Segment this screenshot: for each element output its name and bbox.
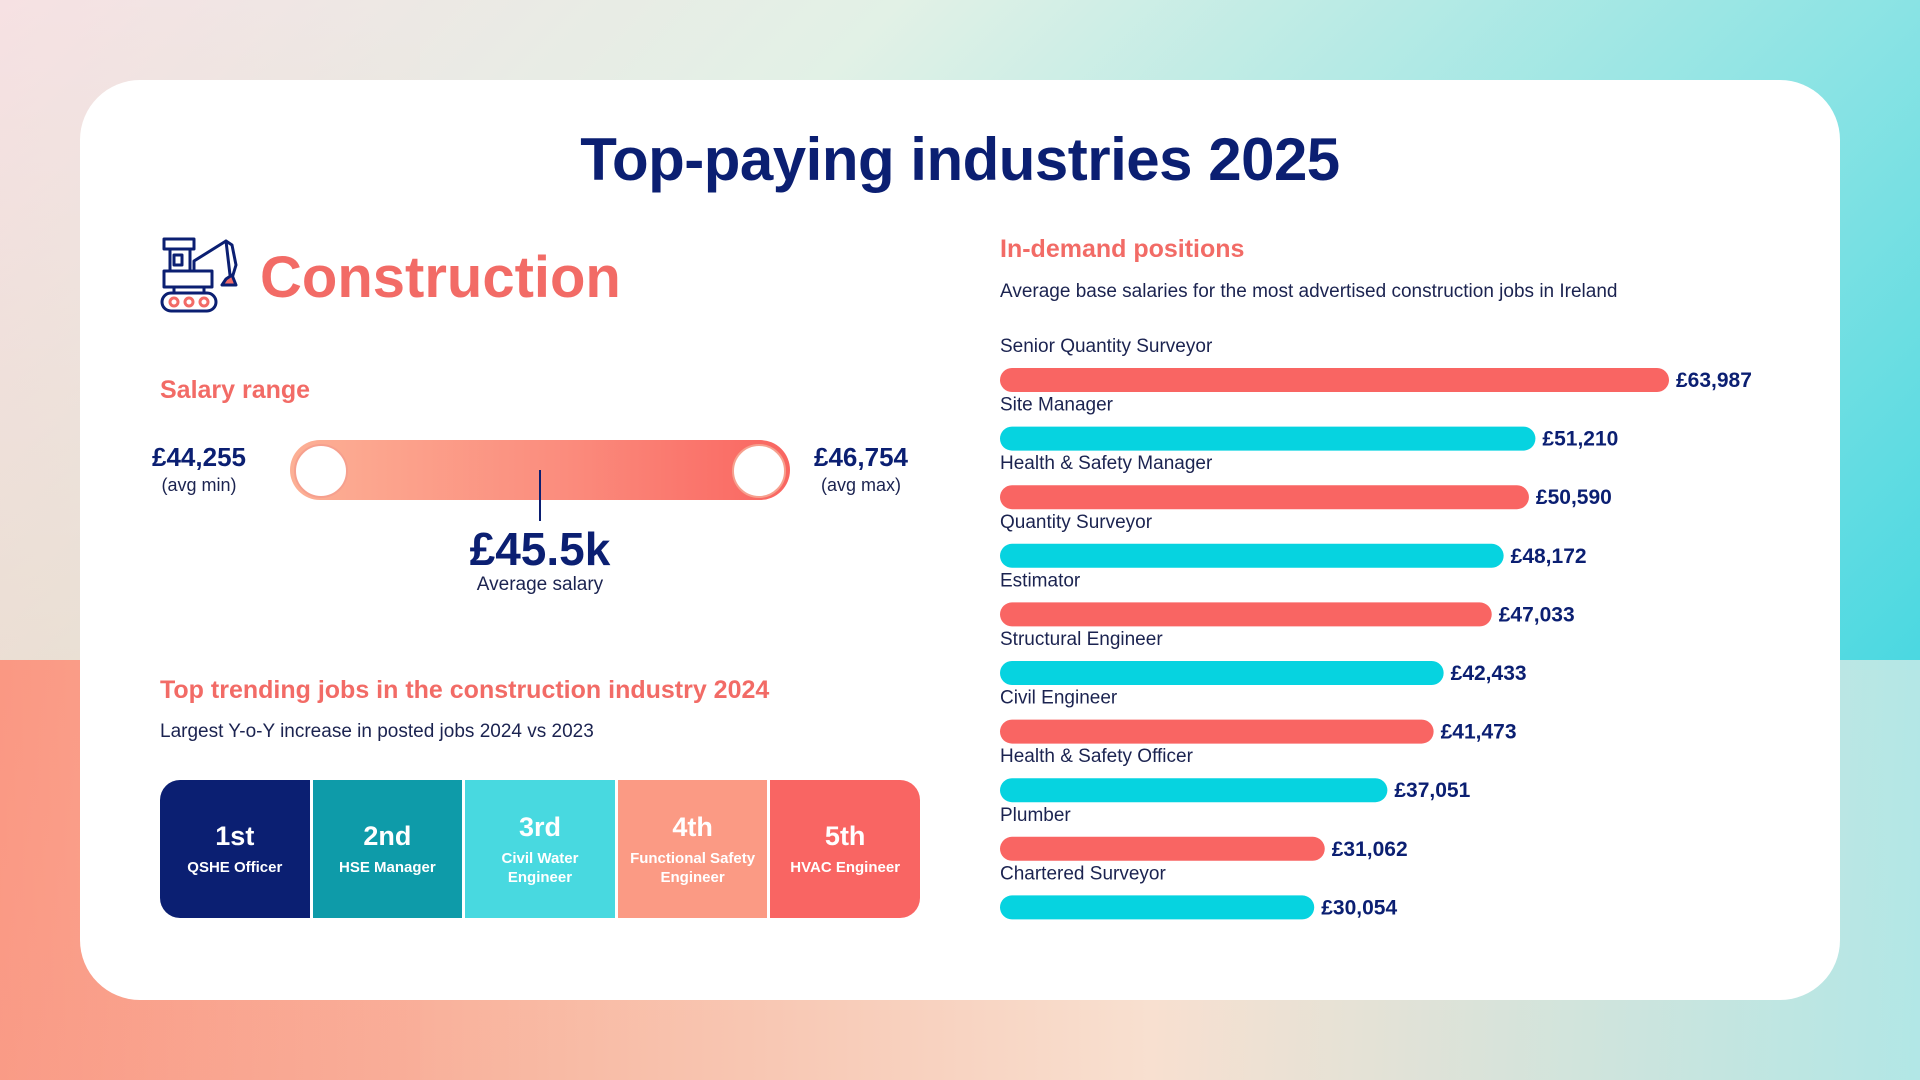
excavator-icon <box>160 237 238 313</box>
bar-value-label: £42,433 <box>1451 662 1527 685</box>
bar <box>1000 895 1315 920</box>
salary-max-value: £46,754 <box>814 442 908 472</box>
salary-min-label: (avg min) <box>161 475 237 495</box>
bar <box>1000 368 1669 392</box>
bar <box>1000 426 1536 451</box>
rank-job: QSHE Officer <box>187 859 283 876</box>
salary-max-knob <box>732 444 786 498</box>
rank-job: Civil Water Engineer <box>501 849 579 886</box>
trending-rank-1: 1st QSHE Officer <box>160 780 313 918</box>
bar-value-label: £63,987 <box>1676 369 1752 392</box>
rank-label: 4th <box>672 811 713 842</box>
bar <box>1000 661 1444 685</box>
average-salary-label: Average salary <box>476 574 604 595</box>
bar-category-label: Quantity Surveyor <box>1000 512 1153 533</box>
bar-category-label: Health & Safety Manager <box>1000 453 1213 474</box>
rank-job: Functional Safety Engineer <box>630 849 756 886</box>
positions-heading: In-demand positions <box>1000 235 1245 263</box>
bar-value-label: £51,210 <box>1542 428 1618 451</box>
industry-name: Construction <box>260 245 621 310</box>
bar-category-label: Chartered Surveyor <box>1000 863 1166 884</box>
trending-subtitle: Largest Y-o-Y increase in posted jobs 20… <box>160 721 594 742</box>
salary-max-label: (avg max) <box>820 475 901 495</box>
bar-category-label: Civil Engineer <box>1000 688 1118 709</box>
rank-job: HVAC Engineer <box>790 859 901 876</box>
trending-heading: Top trending jobs in the construction in… <box>160 676 770 704</box>
salary-min-value: £44,255 <box>152 442 246 472</box>
rank-label: 3rd <box>518 811 561 842</box>
bar-value-label: £30,054 <box>1321 896 1397 919</box>
bar-category-label: Plumber <box>1000 805 1071 826</box>
bar-value-label: £48,172 <box>1511 545 1587 568</box>
rank-job: HSE Manager <box>339 859 436 876</box>
bar-category-label: Senior Quantity Surveyor <box>1000 336 1213 357</box>
average-marker <box>539 470 541 521</box>
bar-category-label: Health & Safety Officer <box>1000 746 1194 767</box>
salary-min-knob <box>294 444 348 498</box>
average-salary-value: £45.5k <box>469 523 611 575</box>
trending-ranks: 1st QSHE Officer 2nd HSE Manager 3rd Civil Wa… <box>160 780 920 918</box>
rank-label: 5th <box>824 821 866 851</box>
bar <box>1000 602 1492 627</box>
bar <box>1000 836 1325 861</box>
page-title: Top-paying industries 2025 <box>580 126 1340 193</box>
bar-category-label: Estimator <box>1000 570 1081 591</box>
bar-value-label: £31,062 <box>1332 838 1408 861</box>
trending-rank-2: 2nd HSE Manager <box>312 780 466 918</box>
positions-subtitle: Average base salaries for the most adver… <box>1000 281 1618 302</box>
bar <box>1000 485 1529 510</box>
bar-category-label: Site Manager <box>1000 395 1114 416</box>
infographic-card: Top-paying industries 2025 Construction … <box>80 80 1840 1000</box>
bar-value-label: £37,051 <box>1394 779 1470 802</box>
trending-rank-4: 4th Functional Safety Engineer <box>617 780 771 918</box>
bar <box>1000 719 1434 744</box>
trending-rank-5: 5th HVAC Engineer <box>770 780 920 918</box>
bar <box>1000 543 1504 568</box>
bar-value-label: £50,590 <box>1536 486 1612 509</box>
rank-label: 1st <box>215 821 255 851</box>
trending-rank-3: 3rd Civil Water Engineer <box>465 780 618 918</box>
salary-range-heading: Salary range <box>160 376 311 404</box>
bar <box>1000 778 1388 803</box>
bar-category-label: Structural Engineer <box>1000 629 1163 650</box>
bar-value-label: £41,473 <box>1441 721 1517 744</box>
bar-value-label: £47,033 <box>1499 603 1575 626</box>
rank-label: 2nd <box>363 821 412 851</box>
